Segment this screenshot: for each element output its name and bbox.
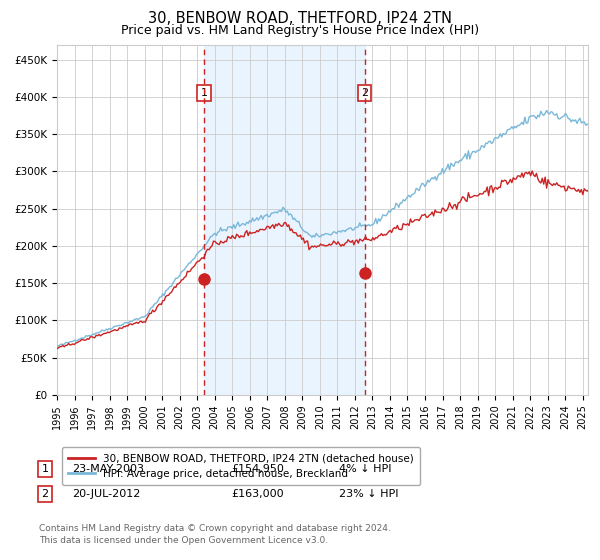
Bar [204, 45, 365, 395]
Text: Contains HM Land Registry data © Crown copyright and database right 2024.
This d: Contains HM Land Registry data © Crown c… [39, 524, 391, 545]
Legend: 30, BENBOW ROAD, THETFORD, IP24 2TN (detached house), HPI: Average price, detach: 30, BENBOW ROAD, THETFORD, IP24 2TN (det… [62, 447, 420, 485]
Text: 30, BENBOW ROAD, THETFORD, IP24 2TN: 30, BENBOW ROAD, THETFORD, IP24 2TN [148, 11, 452, 26]
Text: 23% ↓ HPI: 23% ↓ HPI [339, 489, 398, 499]
Text: 20-JUL-2012: 20-JUL-2012 [72, 489, 140, 499]
Text: 2: 2 [361, 88, 368, 98]
Text: £163,000: £163,000 [231, 489, 284, 499]
Text: Price paid vs. HM Land Registry's House Price Index (HPI): Price paid vs. HM Land Registry's House … [121, 24, 479, 36]
Text: 1: 1 [41, 464, 49, 474]
Text: 1: 1 [200, 88, 208, 98]
Text: 23-MAY-2003: 23-MAY-2003 [72, 464, 144, 474]
Text: 4% ↓ HPI: 4% ↓ HPI [339, 464, 391, 474]
Text: 2: 2 [41, 489, 49, 499]
Text: £154,950: £154,950 [231, 464, 284, 474]
